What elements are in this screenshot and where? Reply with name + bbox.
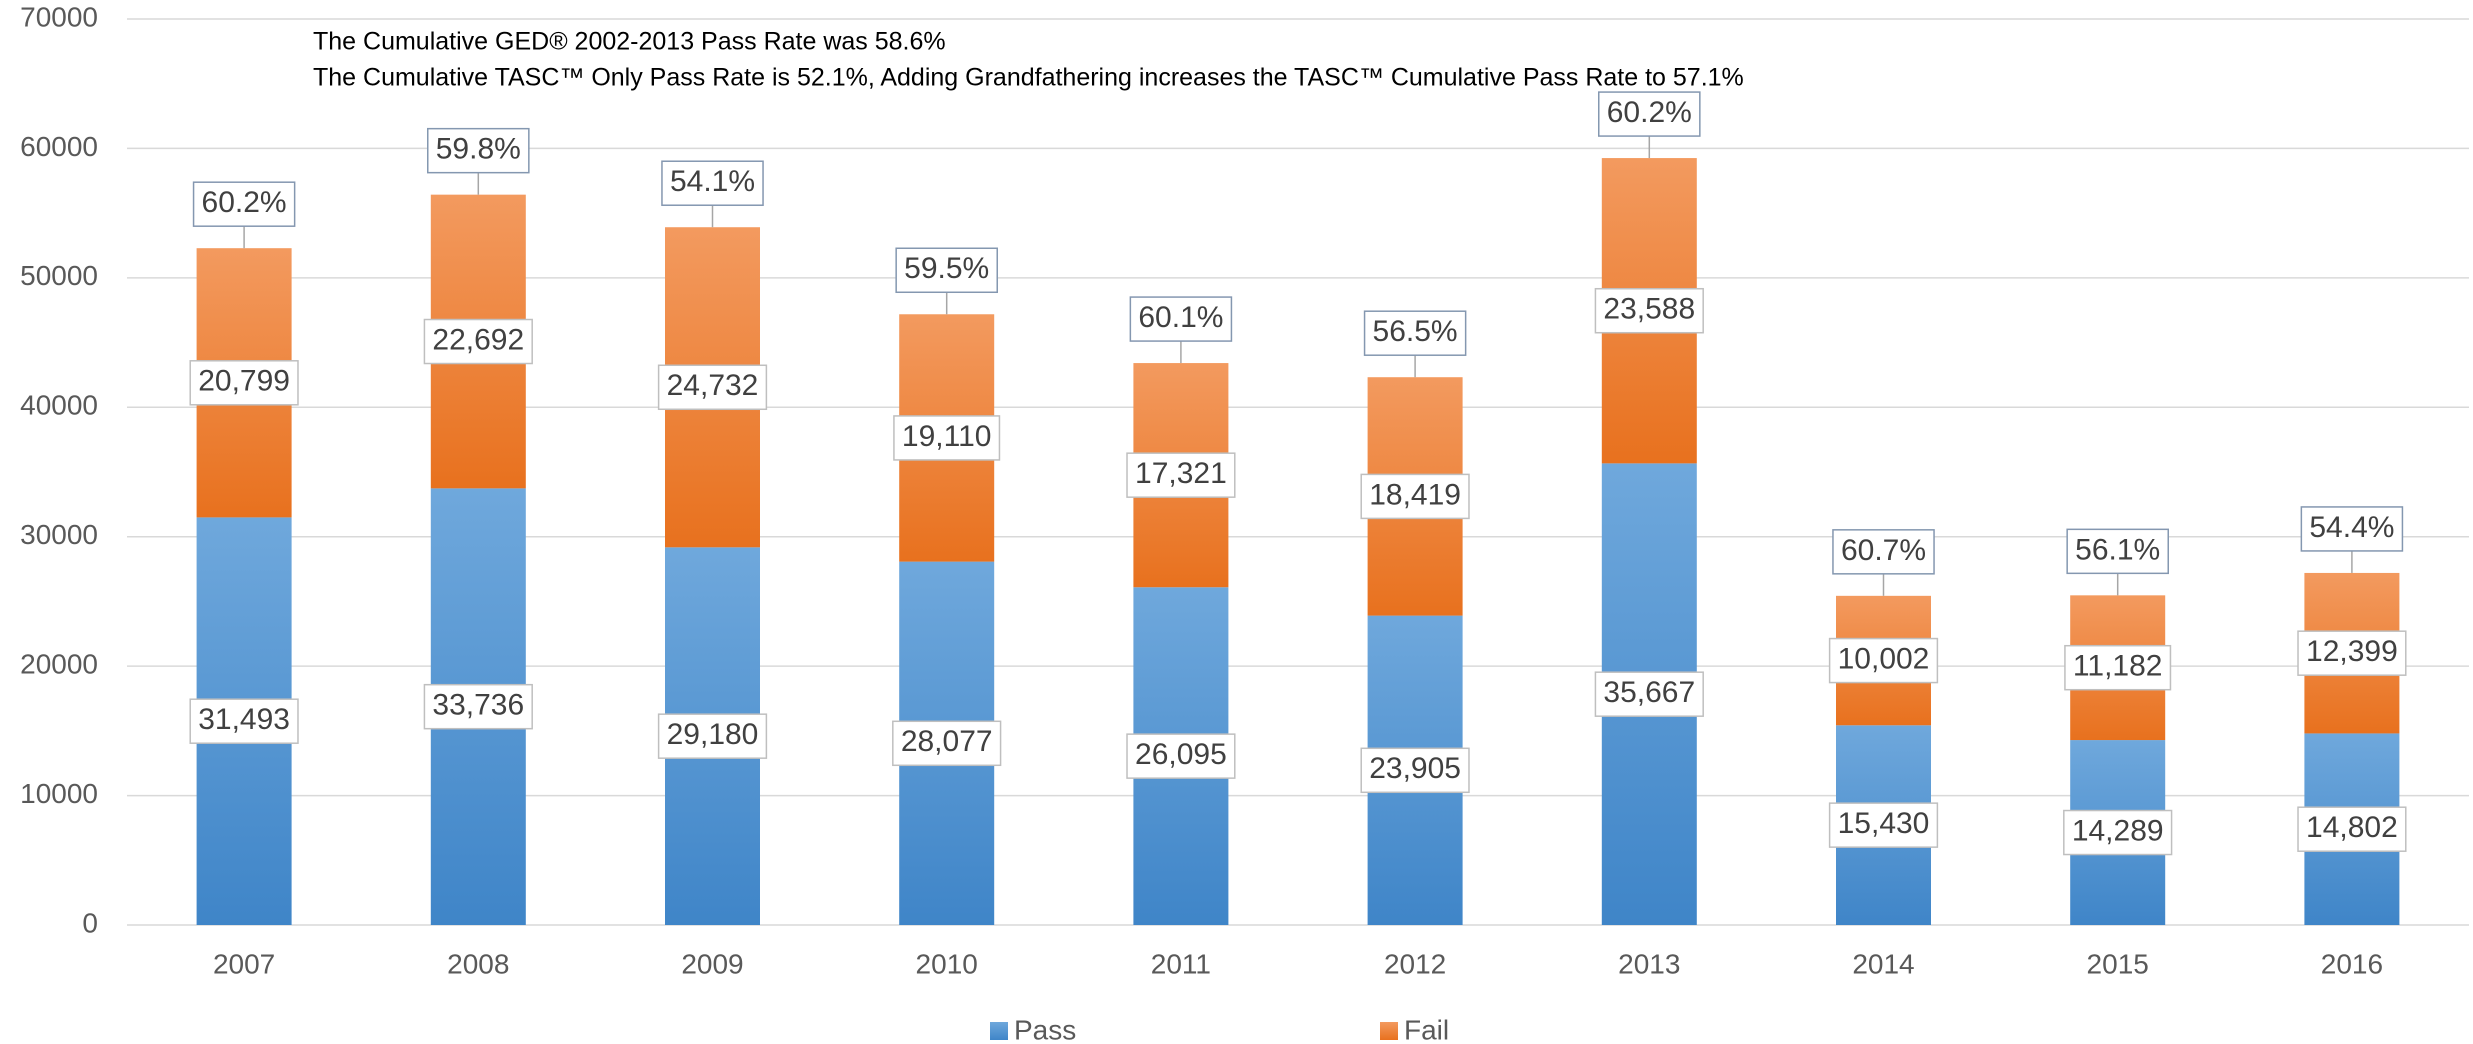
value-label-box	[1828, 637, 1939, 684]
total-label: 60.1%	[1138, 301, 1223, 334]
value-label-box	[2063, 809, 2173, 856]
total-label: 60.2%	[1607, 96, 1692, 129]
x-tick-label: 2010	[916, 948, 978, 979]
total-label-box	[192, 181, 296, 227]
value-label-box	[892, 720, 1002, 767]
x-tick-label: 2011	[1151, 948, 1211, 979]
x-tick-label: 2009	[681, 948, 743, 979]
x-tick-label: 2007	[213, 948, 275, 979]
total-label: 59.5%	[904, 252, 989, 285]
value-label: 35,667	[1603, 676, 1695, 709]
y-tick-label: 10000	[20, 778, 98, 809]
value-label: 24,732	[667, 369, 759, 402]
legend-label: Pass	[1014, 1014, 1076, 1044]
value-label: 14,802	[2306, 811, 2398, 844]
x-tick-label: 2012	[1384, 948, 1446, 979]
value-label: 26,095	[1135, 738, 1227, 771]
annotation: The Cumulative GED® 2002-2013 Pass Rate …	[313, 28, 946, 56]
total-label-box	[1832, 529, 1935, 575]
y-tick-label: 60000	[20, 131, 98, 162]
total-label-box	[1363, 310, 1467, 356]
value-label-box	[189, 360, 299, 406]
value-label-box	[423, 683, 533, 730]
value-label: 20,799	[198, 365, 290, 398]
x-tick-label: 2008	[447, 948, 509, 979]
x-tick-label: 2013	[1618, 948, 1680, 979]
x-tick-label: 2014	[1852, 948, 1914, 979]
total-label: 56.1%	[2075, 533, 2160, 566]
value-label: 23,905	[1369, 752, 1461, 785]
value-label-box	[657, 713, 768, 759]
value-label-box	[1126, 733, 1236, 779]
y-tick-label: 20000	[20, 649, 98, 680]
legend-swatch	[1380, 1022, 1398, 1040]
value-label: 23,588	[1603, 293, 1695, 326]
value-label-box	[657, 364, 768, 411]
legend-swatch	[990, 1022, 1008, 1040]
value-label: 10,002	[1838, 642, 1930, 675]
total-label: 54.1%	[670, 165, 755, 198]
total-label: 56.5%	[1373, 315, 1458, 348]
annotation: The Cumulative TASC™ Only Pass Rate is 5…	[313, 64, 1744, 92]
value-label-box	[2297, 630, 2407, 676]
value-label-box	[1360, 473, 1470, 520]
value-label: 19,110	[902, 420, 992, 453]
value-label: 17,321	[1135, 457, 1227, 490]
value-label-box	[2297, 806, 2407, 852]
y-tick-label: 30000	[20, 519, 98, 550]
y-tick-label: 70000	[20, 1, 98, 32]
value-label: 31,493	[198, 703, 290, 736]
value-label: 22,692	[432, 323, 524, 356]
value-label: 18,419	[1369, 478, 1461, 511]
total-label: 54.4%	[2309, 511, 2394, 544]
value-label-box	[189, 698, 299, 744]
value-label-box	[893, 415, 1001, 461]
value-label-box	[423, 318, 533, 365]
y-tick-label: 40000	[20, 390, 98, 421]
value-label: 28,077	[901, 725, 993, 758]
legend-label: Fail	[1404, 1014, 1449, 1044]
value-label: 11,182	[2073, 650, 2163, 683]
total-label-box	[895, 247, 998, 294]
total-label-box	[661, 160, 764, 206]
total-label-box	[427, 127, 530, 174]
total-label: 60.2%	[202, 186, 287, 219]
y-tick-label: 50000	[20, 260, 98, 291]
value-label-box	[1594, 671, 1704, 717]
x-tick-label: 2015	[2087, 948, 2149, 979]
value-label-box	[1360, 747, 1470, 794]
value-label-box	[1126, 452, 1236, 498]
value-label: 14,289	[2072, 814, 2164, 847]
value-label: 12,399	[2306, 635, 2398, 668]
value-label: 33,736	[432, 689, 524, 722]
total-label-box	[1129, 296, 1233, 342]
total-label-box	[1598, 91, 1701, 137]
value-label-box	[1828, 802, 1939, 848]
total-label: 59.8%	[436, 133, 521, 166]
value-label-box	[2064, 644, 2172, 691]
total-label-box	[2066, 528, 2169, 575]
value-label: 15,430	[1838, 807, 1930, 840]
total-label: 60.7%	[1841, 534, 1926, 567]
x-tick-label: 2016	[2321, 948, 2383, 979]
y-tick-label: 0	[82, 907, 98, 938]
total-label-box	[2300, 506, 2404, 552]
value-label: 29,180	[667, 718, 759, 751]
value-label-box	[1594, 287, 1704, 334]
